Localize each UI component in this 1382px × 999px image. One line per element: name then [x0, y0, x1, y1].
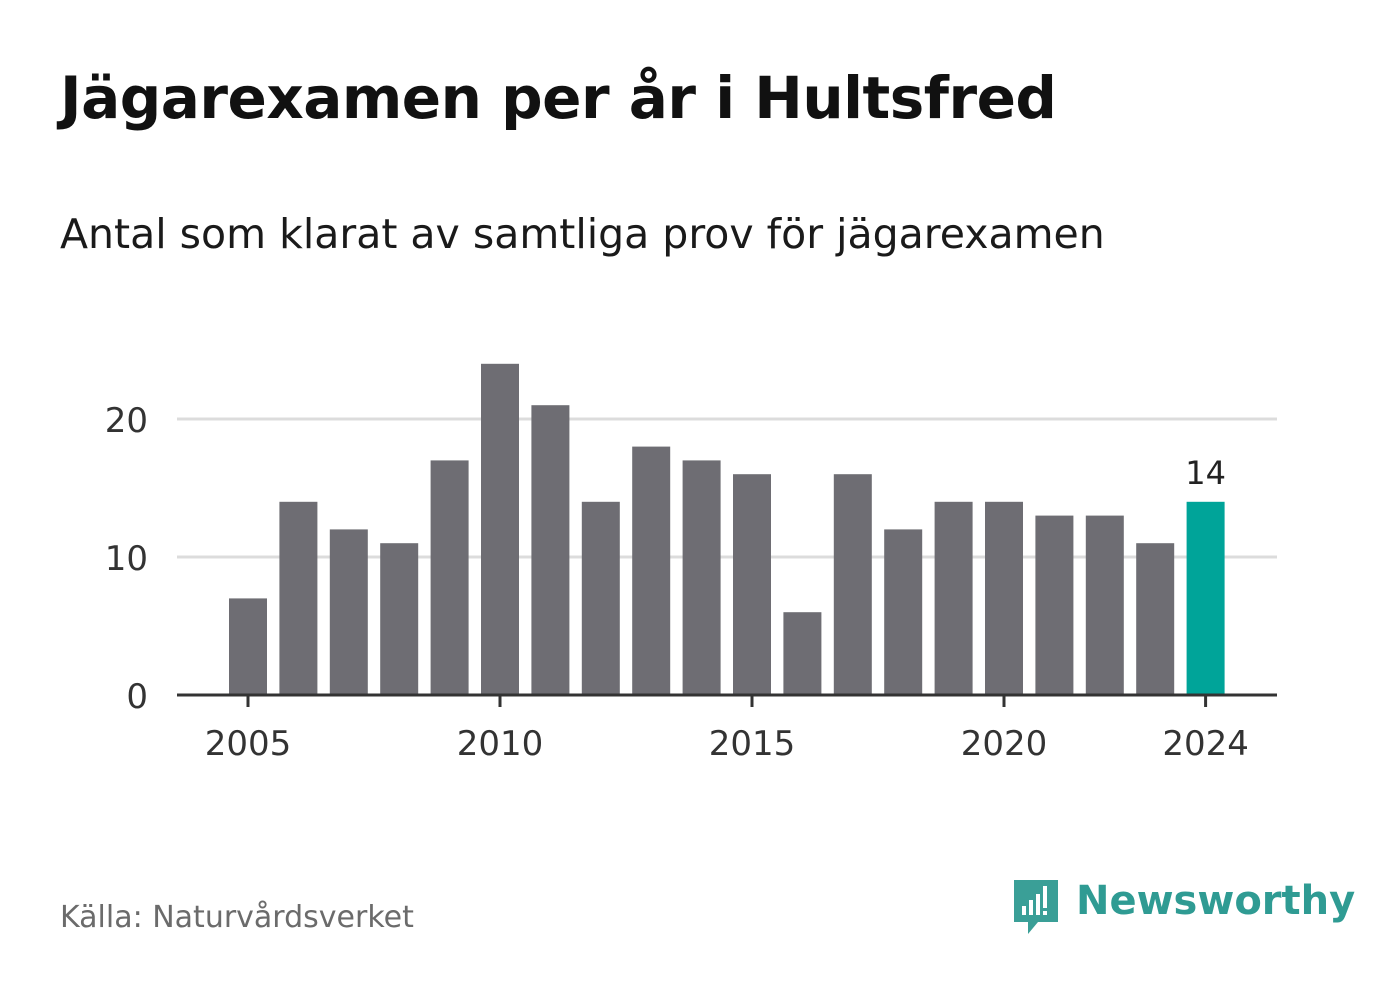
bar	[1035, 515, 1074, 695]
chart-title: Jägarexamen per år i Hultsfred	[60, 64, 1057, 132]
bar	[430, 460, 469, 695]
bar	[1085, 515, 1124, 695]
brand-name: Newsworthy	[1076, 878, 1356, 924]
bar	[783, 612, 822, 695]
bar	[833, 474, 872, 695]
x-tick-label: 2005	[205, 724, 292, 764]
data-label-highlight: 14	[1185, 454, 1226, 492]
bar	[581, 501, 620, 695]
bar	[531, 405, 570, 695]
y-tick-label: 10	[105, 539, 148, 579]
bar	[632, 446, 671, 695]
bar	[1186, 501, 1225, 695]
x-tick-label: 2024	[1162, 724, 1249, 764]
bar	[884, 529, 923, 695]
bar	[329, 529, 368, 695]
x-tick-label: 2010	[457, 724, 544, 764]
bar	[380, 543, 419, 695]
y-tick-label: 0	[126, 677, 148, 717]
source-note: Källa: Naturvårdsverket	[60, 900, 414, 935]
newsworthy-logo-icon	[1014, 880, 1058, 934]
x-tick-label: 2015	[709, 724, 796, 764]
chart-subtitle: Antal som klarat av samtliga prov för jä…	[60, 210, 1105, 258]
bar	[279, 501, 318, 695]
bar	[229, 598, 267, 695]
brand: Newsworthy	[1010, 876, 1355, 938]
bar	[682, 460, 721, 695]
bar	[733, 474, 771, 695]
bar	[481, 363, 519, 695]
bar	[1136, 543, 1175, 695]
bar	[985, 501, 1023, 695]
x-tick-label: 2020	[961, 724, 1048, 764]
bar	[934, 501, 973, 695]
bar-chart: 0 10 20 2005 2010 2015 2020 2024 14	[105, 363, 1277, 764]
y-tick-label: 20	[105, 401, 148, 441]
